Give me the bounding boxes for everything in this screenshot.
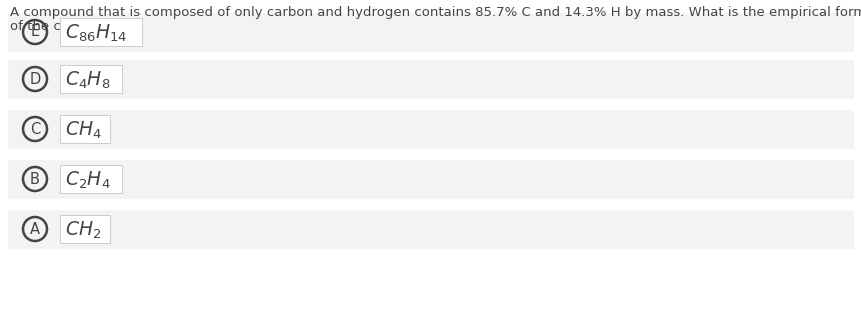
Text: $\mathit{CH}_4$: $\mathit{CH}_4$ xyxy=(65,119,102,141)
Bar xyxy=(8,158,853,200)
Text: D: D xyxy=(29,72,40,87)
Text: A: A xyxy=(30,222,40,237)
Text: C: C xyxy=(30,122,40,136)
Text: $\mathit{C}_2\mathit{H}_4$: $\mathit{C}_2\mathit{H}_4$ xyxy=(65,169,110,191)
Bar xyxy=(8,58,853,100)
Text: of the compound?: of the compound? xyxy=(10,20,131,33)
FancyBboxPatch shape xyxy=(60,115,110,143)
Text: E: E xyxy=(30,25,40,40)
Text: B: B xyxy=(30,171,40,187)
Bar xyxy=(8,11,853,53)
Text: $\mathit{C}_{86}\mathit{H}_{14}$: $\mathit{C}_{86}\mathit{H}_{14}$ xyxy=(65,22,127,44)
Bar xyxy=(8,108,853,150)
Bar xyxy=(8,208,853,250)
Text: $\mathit{CH}_2$: $\mathit{CH}_2$ xyxy=(65,219,102,241)
Text: $\mathit{C}_4\mathit{H}_8$: $\mathit{C}_4\mathit{H}_8$ xyxy=(65,69,110,91)
FancyBboxPatch shape xyxy=(60,165,122,193)
Text: A compound that is composed of only carbon and hydrogen contains 85.7% C and 14.: A compound that is composed of only carb… xyxy=(10,6,861,19)
FancyBboxPatch shape xyxy=(60,65,122,93)
FancyBboxPatch shape xyxy=(60,18,142,46)
FancyBboxPatch shape xyxy=(60,215,110,243)
